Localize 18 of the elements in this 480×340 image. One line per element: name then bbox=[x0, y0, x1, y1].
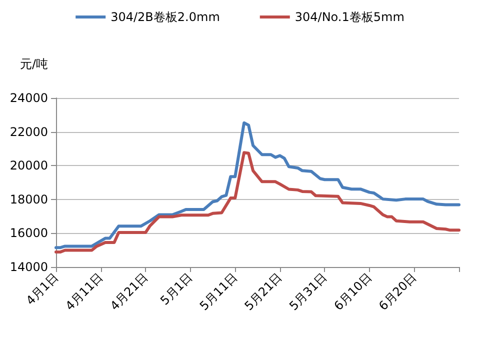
x-tick-label: 5月1日 bbox=[158, 270, 196, 308]
x-tick-label: 4月11日 bbox=[62, 270, 106, 314]
line-series bbox=[54, 151, 460, 254]
legend-label: 304/2B卷板2.0mm bbox=[110, 10, 220, 24]
y-tick-label: 18000 bbox=[10, 192, 48, 206]
y-tick-label: 22000 bbox=[10, 124, 48, 139]
line-series bbox=[54, 121, 460, 250]
legend-label: 304/No.1卷板5mm bbox=[294, 10, 404, 24]
y-axis-title: 元/吨 bbox=[20, 57, 48, 71]
y-tick-label: 20000 bbox=[10, 158, 48, 173]
x-tick-label: 5月11日 bbox=[197, 270, 240, 314]
x-tick-label: 5月31日 bbox=[286, 270, 330, 314]
y-tick-label: 24000 bbox=[10, 91, 48, 105]
x-tick-label: 6月20日 bbox=[376, 270, 420, 314]
x-tick-label: 6月10日 bbox=[331, 270, 374, 314]
x-tick-label: 4月21日 bbox=[107, 270, 151, 314]
x-tick-label: 5月21日 bbox=[242, 270, 285, 314]
y-tick-label: 16000 bbox=[10, 226, 48, 240]
